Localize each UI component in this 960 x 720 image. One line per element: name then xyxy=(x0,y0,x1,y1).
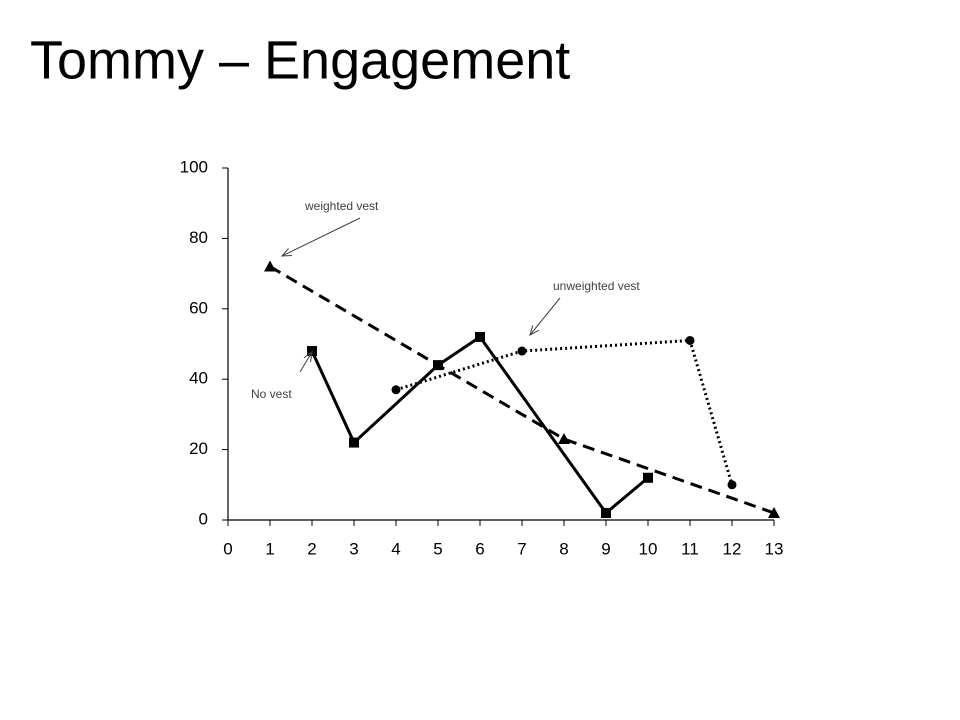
marker xyxy=(475,331,485,342)
annotation: weighted vest xyxy=(304,199,379,213)
x-tick-label: 6 xyxy=(475,539,484,558)
marker xyxy=(768,506,780,518)
x-tick-label: 0 xyxy=(223,539,232,558)
series-line xyxy=(310,334,649,516)
marker xyxy=(264,260,276,272)
arrow-head xyxy=(280,248,293,257)
marker xyxy=(727,480,737,490)
annotation-arrow xyxy=(529,297,561,336)
x-tick-label: 13 xyxy=(765,539,784,558)
marker xyxy=(517,346,527,356)
annotation: No vest xyxy=(251,387,292,401)
x-tick-label: 10 xyxy=(639,539,658,558)
marker xyxy=(307,346,317,357)
annotation-arrow xyxy=(299,351,313,373)
y-tick-label: 40 xyxy=(189,369,208,388)
x-tick-label: 7 xyxy=(517,539,526,558)
y-tick-label: 80 xyxy=(189,228,208,247)
y-tick-label: 60 xyxy=(189,298,208,317)
series-line xyxy=(269,265,775,515)
x-tick-label: 9 xyxy=(601,539,610,558)
y-tick-label: 100 xyxy=(180,157,208,176)
x-tick-label: 5 xyxy=(433,539,442,558)
x-tick-label: 11 xyxy=(681,539,699,558)
x-tick-label: 2 xyxy=(307,539,316,558)
series-line xyxy=(395,338,734,486)
x-tick-label: 8 xyxy=(559,539,568,558)
x-tick-label: 1 xyxy=(265,539,274,558)
x-tick-label: 12 xyxy=(723,539,742,558)
marker xyxy=(685,335,695,345)
chart-title: Tommy – Engagement xyxy=(30,30,570,90)
marker xyxy=(558,433,570,445)
y-tick-label: 20 xyxy=(189,439,208,458)
marker xyxy=(349,437,359,448)
marker xyxy=(643,472,653,483)
marker xyxy=(601,507,611,518)
annotation-arrow xyxy=(281,217,361,257)
marker xyxy=(391,385,401,395)
x-tick-label: 4 xyxy=(391,539,400,558)
arrow-head xyxy=(303,350,313,362)
x-tick-label: 3 xyxy=(349,539,358,558)
arrow-head xyxy=(529,325,540,336)
y-tick-label: 0 xyxy=(199,509,208,528)
annotation: unweighted vest xyxy=(553,279,640,293)
